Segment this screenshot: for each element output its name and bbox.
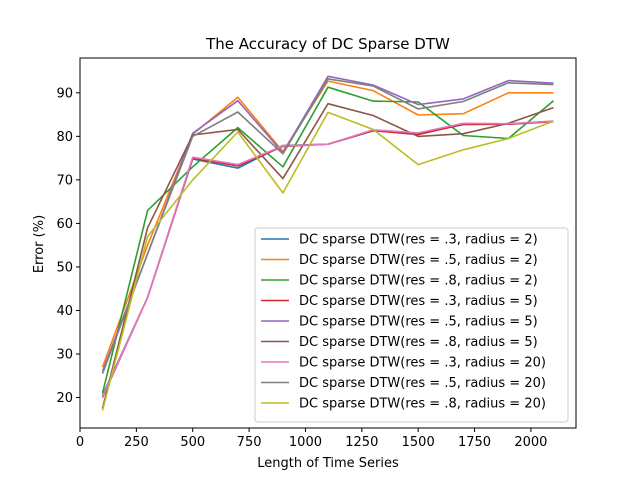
x-axis-ticks: 0 250 500 750 1000 1250 1500 1750 2000	[76, 428, 547, 450]
y-tick-label: 90	[56, 86, 73, 101]
legend-label: DC sparse DTW(res = .5, radius = 20)	[299, 376, 546, 391]
legend-label: DC sparse DTW(res = .3, radius = 20)	[299, 356, 546, 371]
y-tick-label: 40	[56, 304, 73, 319]
legend-label: DC sparse DTW(res = .8, radius = 20)	[299, 397, 546, 412]
series-line-6	[101, 102, 554, 409]
y-axis-ticks: 20 30 40 50 60 70 80 90	[56, 86, 80, 406]
x-tick-label: 500	[180, 435, 205, 450]
legend-label: DC sparse DTW(res = .3, radius = 2)	[299, 233, 538, 248]
plot-frame	[79, 57, 577, 429]
y-tick-label: 50	[56, 260, 73, 275]
x-tick-label: 2000	[514, 435, 547, 450]
y-tick-label: 30	[56, 348, 73, 363]
x-tick-label: 250	[124, 435, 149, 450]
x-tick-label: 0	[76, 435, 84, 450]
series-line-8	[101, 78, 554, 374]
x-tick-label: 1250	[345, 435, 378, 450]
series-lines	[101, 75, 555, 411]
x-tick-label: 1500	[402, 435, 435, 450]
legend: DC sparse DTW(res = .3, radius = 2) DC sp…	[254, 227, 569, 423]
series-line-3	[101, 86, 555, 394]
y-axis-label: Error (%)	[32, 215, 47, 273]
x-axis-label: Length of Time Series	[257, 456, 399, 471]
legend-label: DC sparse DTW(res = .5, radius = 2)	[299, 253, 538, 268]
y-tick-label: 20	[56, 391, 73, 406]
series-line-7	[101, 120, 554, 398]
legend-box	[254, 227, 569, 423]
y-tick-label: 70	[56, 173, 73, 188]
x-tick-label: 1000	[289, 435, 322, 450]
y-tick-label: 80	[56, 130, 73, 145]
legend-label: DC sparse DTW(res = .5, radius = 5)	[299, 315, 538, 330]
legend-label: DC sparse DTW(res = .8, radius = 5)	[299, 335, 538, 350]
x-tick-label: 750	[237, 435, 262, 450]
legend-label: DC sparse DTW(res = .3, radius = 5)	[299, 294, 538, 309]
chart-title: The Accuracy of DC Sparse DTW	[205, 35, 450, 53]
y-tick-label: 60	[56, 217, 73, 232]
legend-label: DC sparse DTW(res = .8, radius = 2)	[299, 274, 538, 289]
series-line-2	[101, 80, 554, 368]
x-tick-label: 1750	[458, 435, 491, 450]
series-line-9	[101, 111, 554, 411]
